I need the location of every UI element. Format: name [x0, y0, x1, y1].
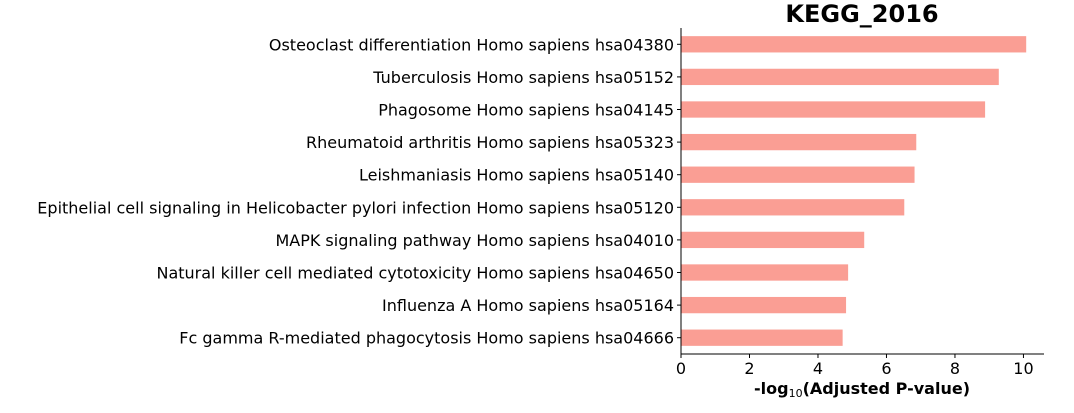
x-tick-label: 6	[881, 359, 891, 378]
x-axis-label: -log10(Adjusted P-value)	[754, 379, 970, 400]
x-tick-label: 10	[1013, 359, 1033, 378]
category-label: Epithelial cell signaling in Helicobacte…	[37, 198, 674, 217]
category-labels: Osteoclast differentiation Homo sapiens …	[37, 35, 681, 348]
x-tick-label: 8	[950, 359, 960, 378]
x-tick-label: 0	[676, 359, 686, 378]
category-label: MAPK signaling pathway Homo sapiens hsa0…	[275, 231, 674, 250]
x-tick-label: 2	[744, 359, 754, 378]
bar	[681, 329, 843, 346]
category-label: Influenza A Homo sapiens hsa05164	[382, 296, 674, 315]
bar	[681, 101, 986, 118]
bar	[681, 199, 905, 216]
bar	[681, 36, 1027, 53]
category-label: Rheumatoid arthritis Homo sapiens hsa053…	[306, 133, 674, 152]
bar	[681, 231, 865, 249]
bar	[681, 166, 915, 183]
bar	[681, 133, 917, 151]
bars-group	[681, 36, 1027, 346]
x-ticks: 0 2 4 6 8 10	[676, 354, 1034, 378]
bar	[681, 264, 849, 281]
x-tick-label: 4	[813, 359, 823, 378]
category-label: Phagosome Homo sapiens hsa04145	[378, 101, 674, 120]
category-label: Osteoclast differentiation Homo sapiens …	[269, 35, 674, 54]
bar	[681, 296, 847, 314]
bar	[681, 68, 999, 86]
category-label: Tuberculosis Homo sapiens hsa05152	[372, 68, 674, 87]
category-label: Fc gamma R-mediated phagocytosis Homo sa…	[179, 329, 674, 348]
category-label: Natural killer cell mediated cytotoxicit…	[156, 264, 674, 283]
chart-title: KEGG_2016	[785, 0, 938, 28]
category-label: Leishmaniasis Homo sapiens hsa05140	[359, 166, 674, 185]
